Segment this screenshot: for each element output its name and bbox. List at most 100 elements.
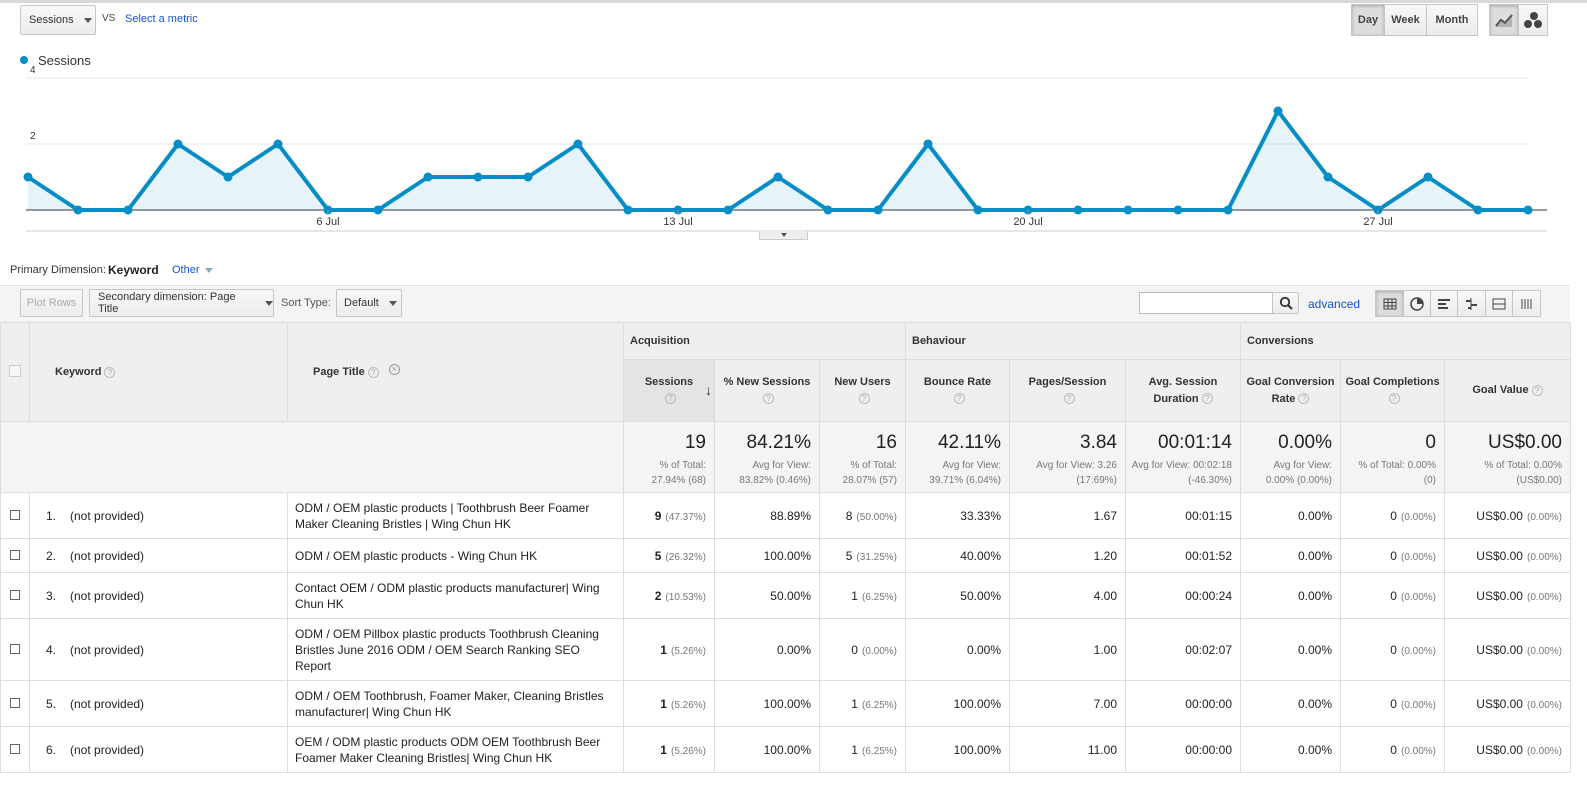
help-icon[interactable]: ? — [367, 366, 379, 378]
help-icon[interactable]: ? — [1531, 384, 1543, 396]
new-users-cell: 5 (31.25%) — [819, 538, 906, 573]
data-point — [373, 205, 383, 215]
week-button[interactable]: Week — [1385, 5, 1427, 35]
keyword-header[interactable]: Keyword? — [29, 322, 288, 422]
page-title-header[interactable]: Page Title? × — [287, 322, 624, 422]
new-sessions-value: 88.89% — [770, 508, 811, 523]
metric-dropdown[interactable]: Sessions — [20, 5, 96, 35]
pages-session-header[interactable]: Pages/Session? — [1009, 359, 1126, 422]
sort-type-label: Sort Type: — [281, 297, 331, 309]
term-cloud-view-button[interactable] — [1486, 291, 1513, 316]
percentage-view-button[interactable] — [1404, 291, 1431, 316]
help-icon[interactable]: ? — [104, 366, 116, 378]
table-row[interactable]: 6. (not provided) OEM / ODM plastic produc… — [0, 726, 1571, 773]
primary-dimension-other[interactable]: Other — [172, 264, 213, 276]
bounce-value: 100.00% — [953, 696, 1001, 711]
goal-value-percent: (0.00%) — [1526, 511, 1562, 523]
conv-rate-value: 0.00% — [1297, 548, 1332, 563]
page-title-cell: ODM / OEM plastic products - Wing Chun H… — [287, 538, 624, 573]
table-search-input[interactable] — [1139, 292, 1273, 314]
line-chart-icon — [1495, 14, 1513, 27]
new-users-value: 1 — [851, 696, 858, 711]
remove-dimension-icon[interactable]: × — [388, 364, 400, 375]
goal-completions-header[interactable]: Goal Completions? — [1340, 359, 1445, 422]
data-point — [73, 205, 83, 215]
help-icon[interactable]: ? — [1201, 393, 1213, 405]
pages-value: 4.00 — [1093, 588, 1117, 603]
sessions-percent: (5.26%) — [670, 645, 706, 657]
legend-marker — [20, 56, 28, 64]
select-metric-link[interactable]: Select a metric — [125, 13, 198, 25]
keyword-link: (not provided) — [70, 508, 145, 523]
goal-conversion-header[interactable]: Goal Conversion Rate? — [1240, 359, 1341, 422]
performance-view-button[interactable] — [1431, 291, 1458, 316]
advanced-link[interactable]: advanced — [1308, 297, 1361, 311]
completions-cell: 0 (0.00%) — [1340, 680, 1445, 727]
row-checkbox[interactable] — [10, 549, 20, 560]
new-users-value: 5 — [845, 548, 853, 563]
table-row[interactable]: 2. (not provided) ODM / OEM plastic produc… — [0, 538, 1571, 573]
data-point — [123, 205, 133, 215]
help-icon[interactable]: ? — [1388, 393, 1400, 405]
line-chart-button[interactable] — [1490, 5, 1519, 35]
keyword-cell: 3. (not provided) — [29, 572, 288, 619]
sessions-cell: 1 (5.26%) — [623, 618, 715, 681]
table-row[interactable]: 1. (not provided) ODM / OEM plastic produc… — [0, 492, 1571, 539]
pivot-view-button[interactable] — [1513, 291, 1540, 316]
sessions-cell: 2 (10.53%) — [623, 572, 715, 619]
sort-arrow-down-icon: ↓ — [705, 382, 712, 398]
new-users-header[interactable]: New Users? — [819, 359, 906, 422]
new-sessions-header[interactable]: % New Sessions? — [714, 359, 820, 422]
duration-value: 00:00:24 — [1185, 588, 1232, 603]
table-row[interactable]: 5. (not provided) ODM / OEM Toothbrush, Fo… — [0, 680, 1571, 727]
goal-completions-header-label: Goal Completions — [1345, 375, 1440, 388]
row-checkbox[interactable] — [10, 743, 20, 754]
new-users-cell: 1 (6.25%) — [819, 726, 906, 773]
keyword-cell: 6. (not provided) — [29, 726, 288, 773]
goal-value-cell: US$0.00 (0.00%) — [1444, 680, 1571, 727]
day-button[interactable]: Day — [1352, 5, 1385, 35]
plot-rows-button[interactable]: Plot Rows — [20, 289, 83, 317]
duration-value: 00:01:52 — [1185, 548, 1232, 563]
data-view-button[interactable] — [1376, 291, 1404, 316]
total-detail: Avg for View: 83.82% (0.46%) — [739, 460, 811, 486]
motion-chart-button[interactable] — [1519, 5, 1547, 35]
avg-duration-header[interactable]: Avg. Session Duration? — [1125, 359, 1241, 422]
month-button[interactable]: Month — [1435, 14, 1469, 26]
sessions-header[interactable]: Sessions? ↓ — [623, 359, 715, 422]
primary-dimension-keyword[interactable]: Keyword — [108, 263, 159, 277]
goal-value-header-label: Goal Value — [1472, 384, 1529, 396]
goal-value-header[interactable]: Goal Value? — [1444, 359, 1571, 422]
help-icon[interactable]: ? — [953, 393, 965, 405]
row-checkbox[interactable] — [10, 697, 20, 708]
sessions-percent: (5.26%) — [670, 699, 706, 711]
row-checkbox[interactable] — [10, 589, 20, 600]
table-row[interactable]: 4. (not provided) ODM / OEM Pillbox plasti… — [0, 618, 1571, 681]
table-row[interactable]: 3. (not provided) Contact OEM / ODM plasti… — [0, 572, 1571, 619]
select-all-checkbox[interactable] — [9, 364, 21, 377]
total-cell: 16 % of Total: 28.07% (57) — [819, 421, 906, 493]
search-button[interactable] — [1272, 292, 1299, 314]
chart-collapse-handle[interactable] — [759, 231, 808, 240]
new-sessions-cell: 100.00% — [714, 538, 820, 573]
keyword-cell: 4. (not provided) — [29, 618, 288, 681]
help-icon[interactable]: ? — [858, 393, 870, 405]
bounce-rate-header[interactable]: Bounce Rate? — [905, 359, 1010, 422]
comparison-view-button[interactable] — [1458, 291, 1486, 316]
sort-type-dropdown[interactable]: Default — [336, 289, 402, 317]
total-value: 0.00% — [1278, 432, 1332, 453]
help-icon[interactable]: ? — [1298, 393, 1310, 405]
row-checkbox[interactable] — [10, 509, 20, 520]
row-checkbox[interactable] — [10, 643, 20, 654]
chevron-down-icon — [780, 233, 787, 237]
help-icon[interactable]: ? — [1063, 393, 1075, 405]
bounce-cell: 50.00% — [905, 572, 1010, 619]
keyword-header-label: Keyword — [55, 366, 102, 378]
data-point — [873, 205, 883, 215]
help-icon[interactable]: ? — [665, 393, 676, 405]
secondary-dimension-dropdown[interactable]: Secondary dimension: Page Title — [89, 289, 274, 317]
completions-percent: (0.00%) — [1400, 511, 1436, 523]
help-icon[interactable]: ? — [763, 393, 774, 405]
page-title-cell: ODM / OEM Toothbrush, Foamer Maker, Clea… — [287, 680, 624, 727]
new-sessions-cell: 0.00% — [714, 618, 820, 681]
